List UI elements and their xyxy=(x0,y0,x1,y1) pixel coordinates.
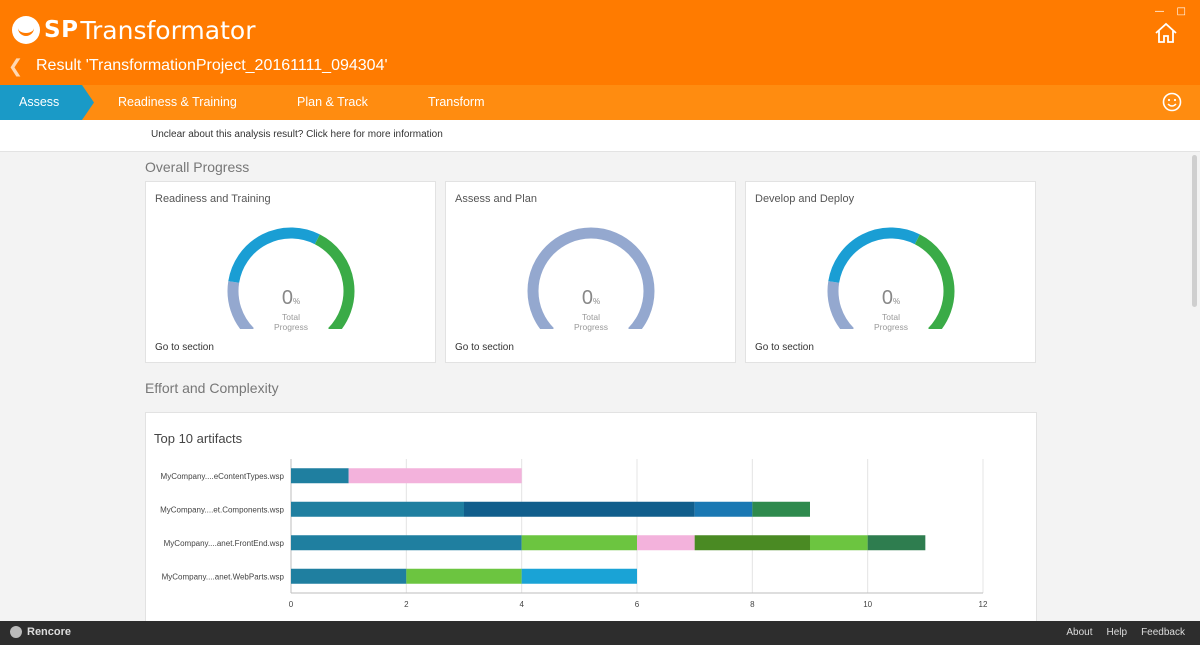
info-bar: Unclear about this analysis result? Clic… xyxy=(0,120,1200,152)
bar-segment xyxy=(291,501,464,517)
bar-segment xyxy=(694,535,810,551)
bar-segment xyxy=(752,501,810,517)
gauge-value: 0% xyxy=(881,287,901,309)
result-title: Result 'TransformationProject_20161111_0… xyxy=(36,57,388,74)
tab-transform[interactable]: Transform xyxy=(428,95,485,109)
gauge-label: Total Progress xyxy=(573,312,608,332)
minimize-icon[interactable]: — xyxy=(1154,6,1165,17)
home-icon[interactable] xyxy=(1154,22,1178,44)
go-to-section-link[interactable]: Go to section xyxy=(155,342,214,353)
bar-segment xyxy=(521,535,637,551)
bar-segment xyxy=(521,568,637,584)
top-artifacts-chart-card: Top 10 artifacts MyCompany....eContentTy… xyxy=(145,412,1037,627)
category-label: MyCompany....anet.WebParts.wsp xyxy=(162,572,285,581)
tab-readiness-training[interactable]: Readiness & Training xyxy=(118,95,237,109)
card-title: Readiness and Training xyxy=(155,193,271,205)
card-title: Develop and Deploy xyxy=(755,193,855,205)
bar-segment xyxy=(291,568,407,584)
gauge-segment-1 xyxy=(527,227,655,336)
title-bar: SP Transformator — □ ❮ Result 'Transform… xyxy=(0,0,1200,85)
tab-plan-track[interactable]: Plan & Track xyxy=(297,95,368,109)
x-tick-label: 8 xyxy=(750,600,755,609)
footer-bar: Rencore About Help Feedback xyxy=(0,621,1200,645)
window-controls: — □ xyxy=(1155,6,1186,17)
main-tab-bar: Assess Readiness & Training Plan & Track… xyxy=(0,85,1200,120)
logo-sp-text: SP xyxy=(44,17,79,43)
rencore-logo-icon xyxy=(10,626,22,638)
bar-segment xyxy=(694,501,753,517)
app-logo: SP Transformator xyxy=(12,14,255,46)
footer-link-feedback[interactable]: Feedback xyxy=(1141,627,1185,638)
bar-segment xyxy=(867,535,926,551)
scrollbar-thumb[interactable] xyxy=(1192,155,1197,307)
progress-gauge: 0% Total Progress xyxy=(219,219,363,336)
gauge-label: Total Progress xyxy=(873,312,908,332)
gauge-segment-2 xyxy=(828,227,920,283)
back-arrow-icon[interactable]: ❮ xyxy=(8,56,24,77)
x-tick-label: 4 xyxy=(519,600,524,609)
gauge-value: 0% xyxy=(581,287,601,309)
more-information-link[interactable]: Unclear about this analysis result? Clic… xyxy=(151,129,443,140)
bar-segment xyxy=(637,535,695,551)
progress-gauge: 0% Total Progress xyxy=(519,219,663,336)
category-label: MyCompany....eContentTypes.wsp xyxy=(161,472,285,481)
bar-segment xyxy=(406,568,522,584)
bar-segment xyxy=(464,501,695,517)
gauge-segment-3 xyxy=(314,234,355,336)
rencore-brand-text: Rencore xyxy=(27,626,72,638)
bar-segment xyxy=(348,468,522,484)
tab-assess[interactable]: Assess xyxy=(0,85,94,120)
bar-segment xyxy=(291,535,522,551)
bar-segment xyxy=(810,535,868,551)
footer-link-about[interactable]: About xyxy=(1066,627,1093,638)
progress-card-readiness: Readiness and Training 0% Total Progress … xyxy=(145,181,436,363)
chart-title: Top 10 artifacts xyxy=(154,431,243,446)
progress-gauge: 0% Total Progress xyxy=(819,219,963,336)
x-tick-label: 0 xyxy=(289,600,294,609)
progress-card-assess-plan: Assess and Plan 0% Total Progress Go to s… xyxy=(445,181,736,363)
footer-link-help[interactable]: Help xyxy=(1106,627,1128,638)
vertical-scrollbar[interactable] xyxy=(1192,153,1198,621)
gauge-label: Total Progress xyxy=(273,312,308,332)
gauge-segment-3 xyxy=(914,234,955,336)
gauge-segment-2 xyxy=(228,227,320,283)
progress-card-develop-deploy: Develop and Deploy 0% Total Progress Go t… xyxy=(745,181,1036,363)
gauge-segment-1 xyxy=(827,281,855,336)
x-tick-label: 12 xyxy=(979,600,988,609)
footer-links: About Help Feedback xyxy=(1066,627,1185,638)
effort-complexity-heading: Effort and Complexity xyxy=(145,380,279,396)
top-artifacts-bar-chart: MyCompany....eContentTypes.wsp MyCompany.… xyxy=(160,459,988,609)
maximize-icon[interactable]: □ xyxy=(1176,6,1186,17)
x-tick-label: 10 xyxy=(863,600,872,609)
logo-rest-text: Transformator xyxy=(80,15,256,45)
gauge-value: 0% xyxy=(281,287,301,309)
category-label: MyCompany....et.Components.wsp xyxy=(160,505,284,514)
overall-progress-heading: Overall Progress xyxy=(145,159,250,175)
logo-mark-icon xyxy=(12,16,40,44)
smiley-feedback-icon[interactable] xyxy=(1162,92,1182,112)
card-title: Assess and Plan xyxy=(455,193,537,205)
bar-segment xyxy=(291,468,349,484)
go-to-section-link[interactable]: Go to section xyxy=(755,342,814,353)
rencore-brand: Rencore xyxy=(10,626,71,638)
go-to-section-link[interactable]: Go to section xyxy=(455,342,514,353)
category-label: MyCompany....anet.FrontEnd.wsp xyxy=(164,539,285,548)
x-tick-label: 2 xyxy=(404,600,409,609)
x-tick-label: 6 xyxy=(635,600,640,609)
gauge-segment-1 xyxy=(227,281,255,336)
